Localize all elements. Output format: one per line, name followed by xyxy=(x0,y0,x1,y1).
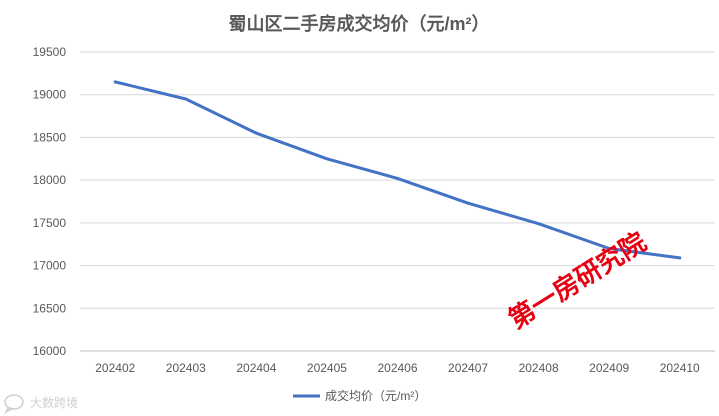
x-tick-label: 202406 xyxy=(377,361,417,375)
data-point xyxy=(396,176,399,180)
series-line xyxy=(113,80,682,260)
y-tick-label: 16000 xyxy=(33,344,67,358)
data-point xyxy=(607,246,611,250)
x-tick-label: 202410 xyxy=(660,361,700,375)
x-tick-label: 202408 xyxy=(519,361,559,375)
x-tick-label: 202405 xyxy=(307,361,347,375)
series-lines xyxy=(113,80,682,260)
legend: 成交均价（元/m²） xyxy=(293,388,426,403)
x-tick-label: 202407 xyxy=(448,361,488,375)
x-tick-label: 202404 xyxy=(236,361,276,375)
data-point xyxy=(254,131,258,135)
data-point xyxy=(537,222,541,226)
y-tick-label: 16500 xyxy=(33,301,67,315)
y-axis: 16000 16500 17000 17500 18000 18500 19000 19500 xyxy=(33,45,67,358)
x-tick-label: 202409 xyxy=(589,361,629,375)
y-tick-label: 19500 xyxy=(33,45,67,59)
y-tick-label: 18500 xyxy=(33,130,67,144)
data-point xyxy=(678,256,682,260)
data-point xyxy=(184,97,188,101)
x-tick-label: 202403 xyxy=(166,361,206,375)
source-label: 大数跨境 xyxy=(30,395,78,410)
data-point xyxy=(325,157,329,161)
y-tick-label: 17000 xyxy=(33,259,67,273)
chart-title: 蜀山区二手房成交均价（元/m²） xyxy=(229,13,490,34)
legend-label: 成交均价（元/m²） xyxy=(325,388,426,403)
data-point xyxy=(466,201,470,205)
data-point xyxy=(113,80,117,84)
y-tick-label: 19000 xyxy=(33,88,67,102)
x-axis: 202402 202403 202404 202405 202406 202407 2024… xyxy=(95,361,700,375)
gridlines xyxy=(80,51,715,352)
y-tick-label: 18000 xyxy=(33,173,67,187)
source-logo-icon xyxy=(3,394,24,415)
y-tick-label: 17500 xyxy=(33,216,67,230)
x-tick-label: 202402 xyxy=(95,361,135,375)
watermark: 第一房研究院 xyxy=(503,226,651,334)
